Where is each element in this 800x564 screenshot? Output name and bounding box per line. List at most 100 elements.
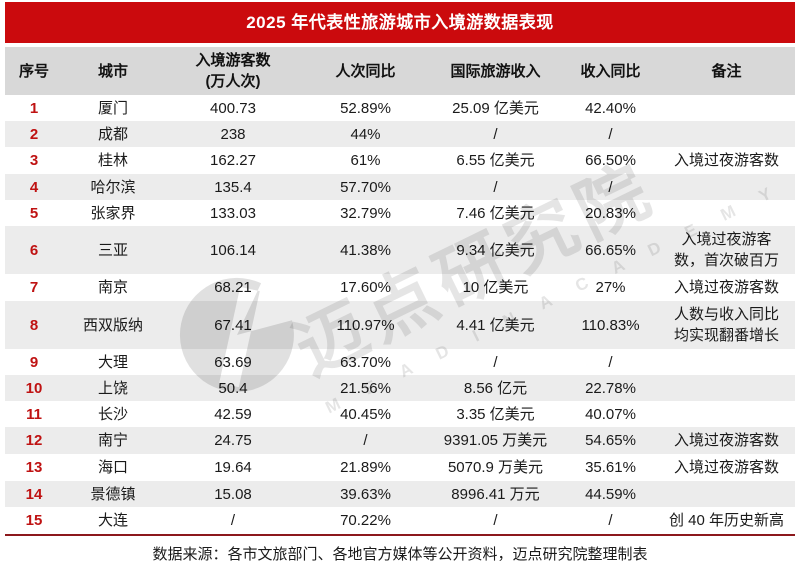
column-label: 国际旅游收入 <box>450 62 541 80</box>
cell-revenue: 8996.41 万元 <box>451 485 540 503</box>
footer-divider <box>5 534 795 536</box>
cell-visitors_yoy: 52.89% <box>340 99 391 117</box>
cell-revenue: 9.34 亿美元 <box>456 241 535 259</box>
cell-visitors_yoy: 39.63% <box>340 485 391 503</box>
table-row: 4 哈尔滨 135.4 57.70% / / <box>5 174 795 200</box>
cell-revenue_yoy: 40.07% <box>585 405 636 423</box>
column-label-line2: (万人次) <box>205 73 261 90</box>
cell-revenue: 8.56 亿元 <box>463 379 528 397</box>
cell-visitors_yoy: 41.38% <box>340 241 391 259</box>
cell-index: 15 <box>25 512 43 529</box>
cell-remark <box>658 349 795 375</box>
cell-visitors_yoy: 61% <box>350 152 381 169</box>
cell-revenue_yoy: / <box>608 512 613 529</box>
cell-visitors: 106.14 <box>210 241 256 259</box>
cell-revenue_yoy: 54.65% <box>585 432 636 449</box>
cell-remark <box>658 200 795 226</box>
tourism-data-table: 序号 城市 入境游客数 (万人次) 人次同比 国际旅游收入 收入同比 备注 1 厦门 400.73… <box>5 47 795 534</box>
cell-city: 成都 <box>97 125 128 143</box>
cell-index: 4 <box>29 178 39 196</box>
cell-index: 9 <box>29 353 39 371</box>
table-body: 1 厦门 400.73 52.89% 25.09 亿美元 42.40% 2 成都 238 44% /… <box>5 95 795 534</box>
data-source-note: 数据来源：各市文旅部门、各地官方媒体等公开资料，迈点研究院整理制表 <box>152 546 648 563</box>
cell-revenue: / <box>493 125 498 143</box>
cell-visitors: 133.03 <box>210 204 256 222</box>
column-header-revenue_yoy: 收入同比 <box>563 47 658 95</box>
table-row: 5 张家界 133.03 32.79% 7.46 亿美元 20.83% <box>5 200 795 226</box>
cell-index: 10 <box>25 379 43 397</box>
cell-revenue: 10 亿美元 <box>462 279 529 296</box>
cell-visitors: 68.21 <box>214 279 252 296</box>
cell-city: 海口 <box>97 459 128 476</box>
cell-city: 三亚 <box>97 241 128 259</box>
cell-city: 厦门 <box>97 99 128 117</box>
column-header-visitors_yoy: 人次同比 <box>303 47 428 95</box>
cell-index: 7 <box>29 279 39 296</box>
cell-index: 14 <box>25 485 43 503</box>
column-label: 人次同比 <box>335 62 396 80</box>
cell-city: 桂林 <box>97 152 128 169</box>
column-header-index: 序号 <box>5 47 63 95</box>
cell-visitors_yoy: 57.70% <box>340 178 391 196</box>
cell-index: 11 <box>26 405 42 423</box>
table-row: 9 大理 63.69 63.70% / / <box>5 349 795 375</box>
cell-revenue_yoy: / <box>608 353 613 371</box>
cell-visitors: 42.59 <box>214 405 252 423</box>
cell-remark: 人数与收入同比均实现翻番增长 <box>673 306 779 344</box>
cell-revenue: 6.55 亿美元 <box>456 152 535 169</box>
cell-visitors_yoy: 63.70% <box>340 353 391 371</box>
cell-revenue: 7.46 亿美元 <box>456 204 535 222</box>
column-label: 备注 <box>711 62 742 80</box>
cell-visitors_yoy: 32.79% <box>340 204 391 222</box>
table-row: 3 桂林 162.27 61% 6.55 亿美元 66.50% 入境过夜游客数 <box>5 147 795 174</box>
cell-remark: 入境过夜游客数，首次破百万 <box>673 231 779 269</box>
table-header: 序号 城市 入境游客数 (万人次) 人次同比 国际旅游收入 收入同比 备注 <box>5 47 795 95</box>
column-header-city: 城市 <box>63 47 163 95</box>
cell-city: 张家界 <box>90 204 136 222</box>
cell-city: 大理 <box>97 353 128 371</box>
cell-revenue_yoy: 66.65% <box>585 241 636 259</box>
cell-revenue: 9391.05 万美元 <box>443 432 548 449</box>
cell-remark: 入境过夜游客数 <box>673 152 779 169</box>
cell-index: 12 <box>25 432 43 449</box>
cell-index: 6 <box>29 241 39 259</box>
table-row: 11 长沙 42.59 40.45% 3.35 亿美元 40.07% <box>5 401 795 427</box>
cell-revenue: / <box>493 353 498 371</box>
cell-city: 景德镇 <box>90 485 136 503</box>
cell-visitors_yoy: 70.22% <box>340 512 391 529</box>
page-title: 2025 年代表性旅游城市入境游数据表现 <box>5 2 795 43</box>
cell-visitors_yoy: 44% <box>350 125 381 143</box>
table-row: 8 西双版纳 67.41 110.97% 4.41 亿美元 110.83% 人数与收入同比均… <box>5 301 795 349</box>
column-label: 序号 <box>18 62 49 80</box>
cell-visitors_yoy: 21.89% <box>340 459 391 476</box>
cell-visitors: 24.75 <box>214 432 252 449</box>
cell-revenue: / <box>493 178 498 196</box>
cell-visitors: 19.64 <box>214 459 252 476</box>
cell-visitors: 400.73 <box>210 99 256 117</box>
cell-revenue_yoy: 66.50% <box>585 152 636 169</box>
cell-city: 南京 <box>97 279 128 296</box>
cell-revenue: 4.41 亿美元 <box>456 316 535 334</box>
cell-revenue_yoy: 27% <box>595 279 626 296</box>
cell-remark <box>658 121 795 147</box>
cell-index: 1 <box>29 99 39 117</box>
cell-index: 5 <box>29 204 39 222</box>
cell-city: 大连 <box>97 512 128 529</box>
cell-revenue_yoy: / <box>608 125 613 143</box>
cell-visitors_yoy: / <box>363 432 368 449</box>
table-row: 10 上饶 50.4 21.56% 8.56 亿元 22.78% <box>5 375 795 401</box>
cell-visitors: 162.27 <box>210 152 256 169</box>
table-row: 6 三亚 106.14 41.38% 9.34 亿美元 66.65% 入境过夜游客数，首次破… <box>5 226 795 274</box>
cell-revenue: 25.09 亿美元 <box>452 99 539 117</box>
table-row: 14 景德镇 15.08 39.63% 8996.41 万元 44.59% <box>5 481 795 507</box>
cell-revenue_yoy: 22.78% <box>585 379 636 397</box>
column-header-visitors: 入境游客数 (万人次) <box>163 47 303 95</box>
table-row: 2 成都 238 44% / / <box>5 121 795 147</box>
cell-city: 南宁 <box>97 432 128 449</box>
cell-visitors_yoy: 17.60% <box>340 279 391 296</box>
cell-visitors: 15.08 <box>214 485 252 503</box>
cell-remark <box>658 401 795 427</box>
cell-remark <box>658 95 795 121</box>
cell-visitors: 50.4 <box>218 379 248 397</box>
